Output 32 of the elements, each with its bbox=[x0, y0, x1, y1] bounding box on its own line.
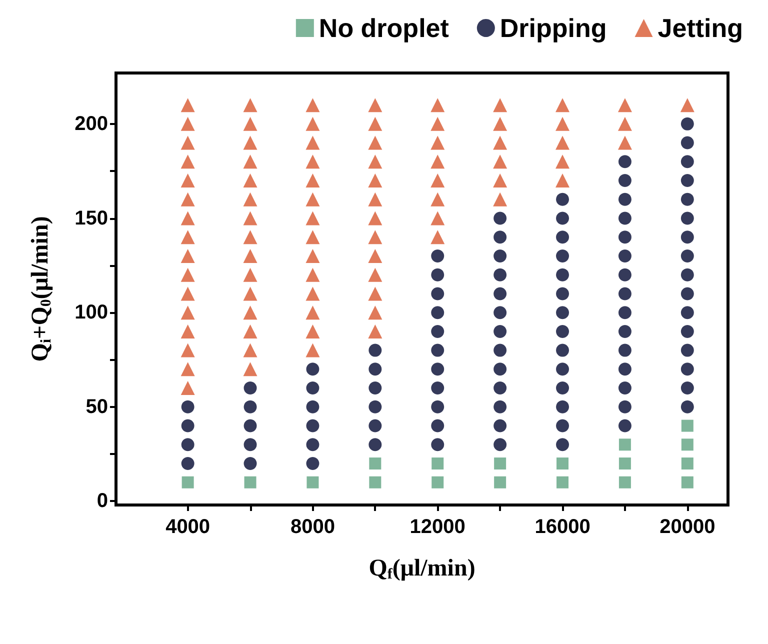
point bbox=[306, 476, 319, 488]
point bbox=[494, 458, 506, 470]
point bbox=[432, 476, 444, 488]
point bbox=[556, 458, 569, 470]
legend-label: No droplet bbox=[318, 13, 450, 43]
x-tick-label: 12000 bbox=[410, 516, 466, 538]
point bbox=[681, 420, 694, 432]
point bbox=[244, 476, 256, 488]
y-axis-title: Qi+Q0(μl/min) bbox=[28, 216, 54, 362]
legend-label: Jetting bbox=[658, 13, 744, 43]
y-tick-label: 200 bbox=[74, 112, 108, 135]
point bbox=[681, 476, 694, 488]
point bbox=[369, 458, 382, 470]
x-tick-label: 8000 bbox=[290, 516, 335, 538]
x-tick-label: 4000 bbox=[166, 516, 210, 538]
x-tick-label: 20000 bbox=[660, 516, 716, 538]
point bbox=[618, 458, 631, 470]
point bbox=[618, 476, 631, 488]
y-tick-label: 0 bbox=[96, 490, 108, 512]
point bbox=[369, 476, 382, 488]
x-tick-label: 16000 bbox=[534, 516, 590, 538]
point bbox=[618, 438, 631, 451]
point bbox=[681, 458, 694, 470]
point bbox=[432, 458, 444, 470]
point bbox=[494, 476, 506, 488]
y-tick-label: 100 bbox=[74, 302, 108, 324]
point bbox=[681, 438, 694, 451]
point bbox=[182, 476, 194, 488]
y-tick-label: 150 bbox=[74, 207, 108, 230]
y-tick-label: 50 bbox=[86, 396, 108, 418]
point bbox=[556, 476, 569, 488]
legend-label: Dripping bbox=[500, 13, 607, 43]
